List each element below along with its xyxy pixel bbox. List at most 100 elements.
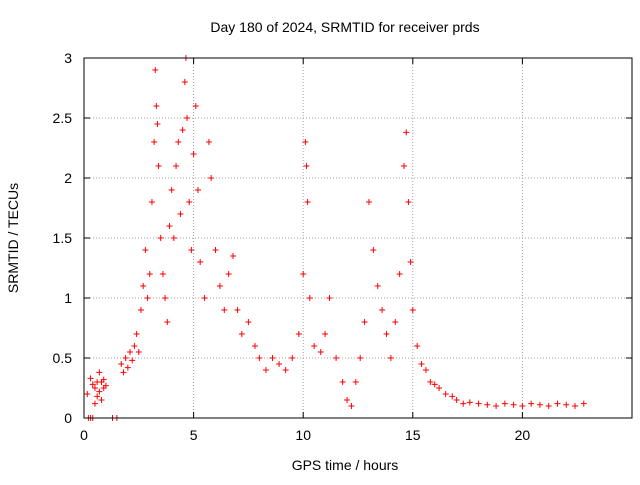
data-point [234,307,241,313]
data-point [140,283,147,289]
data-point [186,199,193,205]
data-point [545,403,552,409]
data-point [175,139,182,145]
data-point [87,375,94,382]
data-point [173,163,180,169]
data-point [352,379,359,385]
data-point [133,331,140,337]
x-tick-label: 0 [80,427,88,443]
data-point [344,397,351,403]
data-point [339,379,346,385]
data-point [135,349,142,355]
data-point [152,67,159,73]
data-point [442,391,449,397]
data-point [245,319,252,325]
data-point [89,381,96,388]
data-point [201,295,208,301]
y-tick-label: 0.5 [53,350,73,366]
data-point [262,367,269,373]
data-point [188,247,195,253]
data-point [225,271,232,277]
data-point [348,403,355,409]
data-point [300,271,307,277]
data-point [94,393,101,400]
data-point [501,400,508,407]
data-point [177,211,184,217]
data-point [401,163,408,169]
data-point [148,199,155,205]
data-point [311,343,318,349]
data-point [510,401,517,408]
data-point [326,295,333,301]
data-point [190,151,197,157]
data-point [153,103,160,109]
data-point [365,199,372,205]
data-point [484,401,491,408]
data-point [151,139,158,145]
data-point [383,331,390,337]
data-point [238,331,245,337]
y-tick-label: 1 [64,290,72,306]
data-point [317,349,324,355]
data-point [289,355,296,361]
data-point [251,343,258,349]
data-point [181,79,188,85]
x-tick-label: 5 [190,427,198,443]
data-point [129,357,136,364]
tick-labels-layer: 0 5 10 15 20 0 0.5 1 1.5 2 2.5 3 [53,50,531,443]
data-point [387,355,394,361]
data-point [96,388,103,395]
data-point [159,271,166,277]
data-point [379,307,386,313]
data-point [192,103,199,109]
data-point [333,355,340,361]
data-point [91,385,98,391]
data-point [357,355,364,361]
data-point [256,355,263,361]
data-point [100,376,107,383]
data-point [422,367,429,373]
tick-marks-layer [83,57,632,419]
data-point [118,361,125,367]
data-point [572,403,579,409]
data-point [144,295,151,301]
data-point [519,403,526,409]
x-tick-label: 20 [515,427,531,443]
data-point [303,163,310,169]
data-point [168,187,175,193]
data-point [157,235,164,241]
data-points-layer [84,55,587,421]
data-point [405,199,412,205]
data-point [155,163,162,169]
data-point [563,401,570,408]
chart-title: Day 180 of 2024, SRMTID for receiver prd… [210,19,479,35]
data-point [536,401,543,408]
data-point [453,397,460,403]
data-point [127,349,134,355]
data-point [84,391,91,397]
data-point [304,199,311,205]
data-point [131,343,138,349]
data-point [580,400,587,407]
data-point [137,307,144,313]
data-point [98,397,105,403]
data-point [409,307,416,313]
data-point [212,247,219,253]
data-point [528,400,535,407]
y-tick-label: 1.5 [53,230,73,246]
data-point [414,343,421,349]
data-point [184,115,191,121]
y-axis-label: SRMTID / TECUs [5,183,21,293]
x-tick-label: 15 [405,427,421,443]
data-point [170,235,177,241]
data-point [392,319,399,325]
data-point [418,361,425,367]
data-point [102,382,109,389]
data-point [466,399,473,406]
data-point [124,364,131,371]
x-axis-label: GPS time / hours [292,457,399,473]
data-point [306,295,313,301]
data-point [374,283,381,289]
